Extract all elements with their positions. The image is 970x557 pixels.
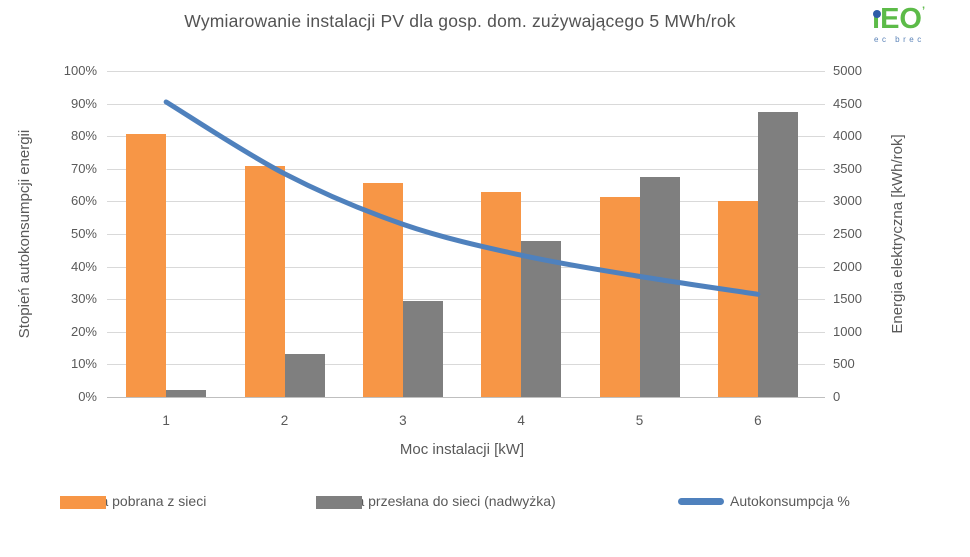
ieo-logo: ı EO’ ec brec [872,4,952,48]
left-tick-60%: 60% [70,193,97,209]
gridline-50pct [107,234,825,235]
legend-item-bar1: Energia przesłana do sieci (nadwyżka) [316,493,556,509]
right-tick-4500: 4500 [833,95,862,111]
bar-pobrana-5kw [599,196,640,397]
bar-pobrana-2kw [244,165,285,397]
x-tick-2: 2 [280,413,289,428]
left-tick-30%: 30% [70,291,97,307]
x-tick-6: 6 [754,413,762,428]
left-tick-70%: 70% [70,160,97,176]
bar-przeslana-5kw [639,176,680,397]
bar-przeslana-1kw [166,389,207,397]
left-tick-40%: 40% [70,258,97,274]
bar-przeslana-4kw [521,240,562,397]
left-tick-0%: 0% [78,389,97,404]
x-axis-title: Moc instalacji [kW] [399,441,525,458]
logo-apostrophe: ’ [921,5,926,17]
left-tick-80%: 80% [70,128,97,144]
legend-item-line: Autokonsumpcja % [678,493,850,509]
chart-title: Wymiarowanie instalacji PV dla gosp. dom… [184,11,736,31]
gridline-60pct [107,201,825,203]
autokonsumpcja-line [163,99,761,297]
legend-swatch [678,497,724,505]
autokonsumpcja-line-path [163,99,761,297]
left-tick-100%: 100% [63,63,97,78]
bar-przeslana-3kw [402,301,443,397]
right-tick-1500: 1500 [833,291,862,307]
gridline-30pct [107,299,825,301]
legend-item-bar0: Energia pobrana z sieci [60,493,206,509]
gridline-20pct [107,331,825,333]
legend-swatch [316,496,362,509]
right-tick-3500: 3500 [833,160,862,176]
right-tick-0: 0 [833,389,841,404]
right-tick-5000: 5000 [833,63,862,78]
gridline-90pct [107,103,825,105]
bar-pobrana-1kw [126,133,167,397]
right-tick-500: 500 [833,356,855,372]
left-tick-50%: 50% [70,226,97,241]
x-axis-line [107,397,825,398]
gridline-40pct [107,266,825,268]
right-tick-2500: 2500 [833,226,862,241]
bar-przeslana-2kw [284,353,325,397]
x-tick-1: 1 [162,413,170,428]
right-tick-1000: 1000 [833,323,862,339]
x-tick-3: 3 [399,413,407,428]
logo-letter-i: ı [872,3,881,35]
bar-pobrana-4kw [481,191,522,397]
legend-label: Autokonsumpcja % [730,493,850,509]
gridline-80pct [107,136,825,138]
plot-area [107,71,825,397]
right-tick-3000: 3000 [833,193,862,209]
logo-text: ı EO’ [872,4,952,34]
bar-przeslana-6kw [757,112,798,397]
left-tick-10%: 10% [70,356,97,372]
gridline-70pct [107,168,825,170]
gridline-100pct [107,71,825,72]
logo-subtext: ec brec [874,35,925,44]
left-tick-90%: 90% [70,95,97,111]
bar-pobrana-6kw [717,201,758,397]
right-tick-4000: 4000 [833,128,862,144]
logo-letters-eo: EO [880,3,922,35]
logo-i-dot [873,10,881,18]
legend-swatch [60,496,106,509]
left-tick-20%: 20% [70,323,97,339]
legend-label: Energia przesłana do sieci (nadwyżka) [316,493,556,509]
x-tick-4: 4 [517,413,525,428]
right-tick-2000: 2000 [833,258,862,274]
gridline-10pct [107,364,825,366]
x-tick-5: 5 [635,413,644,428]
